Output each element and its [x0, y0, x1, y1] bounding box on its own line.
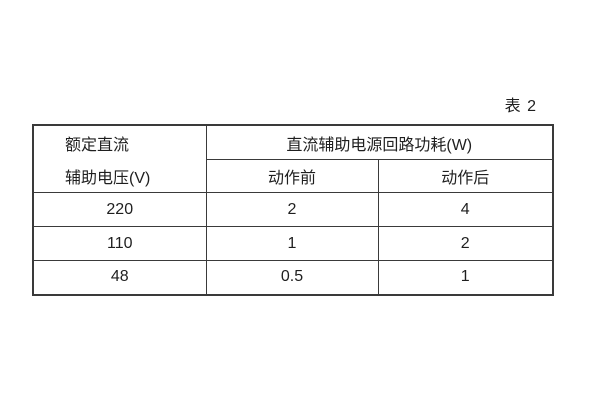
header-row-2: 动作前 动作后 — [33, 159, 554, 193]
voltage-value: 48 — [32, 260, 207, 295]
table-row: 220 2 4 — [32, 192, 554, 227]
after-operation-value: 1 — [377, 260, 554, 295]
table-caption: 表 2 — [504, 98, 537, 115]
before-operation-value: 2 — [205, 192, 379, 227]
power-consumption-table: 额定直流 辅助电压(V) 直流辅助电源回路功耗(W) 动作前 动作后 220 2… — [32, 124, 555, 296]
after-operation-value: 2 — [377, 226, 554, 261]
before-operation-value: 1 — [205, 226, 379, 261]
subheader-after-operation: 动作后 — [377, 159, 554, 193]
voltage-column-header: 额定直流 辅助电压(V) — [34, 126, 206, 192]
voltage-value: 220 — [32, 192, 207, 227]
after-operation-value: 4 — [377, 192, 554, 227]
header-row-1: 额定直流 辅助电压(V) 直流辅助电源回路功耗(W) — [32, 124, 554, 193]
voltage-header-line1: 额定直流 — [65, 136, 130, 154]
voltage-column-header-cell: 额定直流 辅助电压(V) — [32, 124, 207, 193]
before-operation-value: 0.5 — [205, 260, 379, 295]
voltage-value: 110 — [32, 226, 207, 261]
table-row: 110 1 2 — [32, 226, 554, 261]
voltage-header-line2: 辅助电压(V) — [65, 169, 151, 187]
subheader-before-operation: 动作前 — [205, 159, 379, 193]
table-row: 48 0.5 1 — [32, 260, 554, 295]
power-consumption-group-header: 直流辅助电源回路功耗(W) — [205, 124, 554, 161]
